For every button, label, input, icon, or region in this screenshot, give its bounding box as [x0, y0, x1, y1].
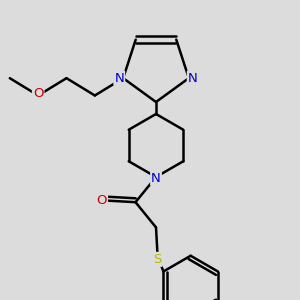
- Text: O: O: [33, 88, 44, 100]
- Text: N: N: [114, 72, 124, 85]
- Text: N: N: [151, 172, 161, 185]
- Text: S: S: [153, 253, 162, 266]
- Text: N: N: [188, 72, 198, 85]
- Text: O: O: [97, 194, 107, 207]
